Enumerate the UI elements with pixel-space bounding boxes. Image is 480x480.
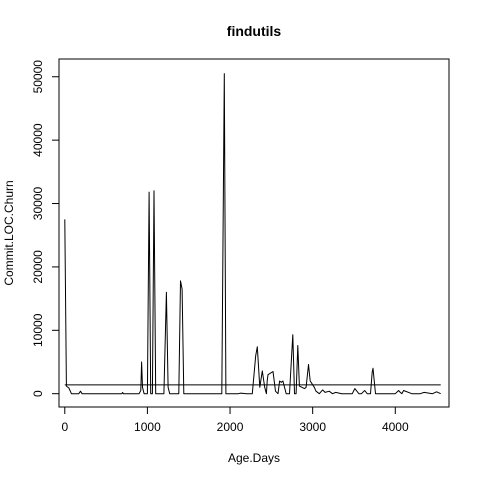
x-axis-label: Age.Days xyxy=(228,451,280,465)
x-axis: 0 1000 2000 3000 4000 xyxy=(61,407,409,434)
y-axis: 0 10000 20000 30000 40000 50000 xyxy=(31,60,59,397)
x-tick-label: 2000 xyxy=(217,420,244,434)
x-tick-label: 4000 xyxy=(382,420,409,434)
chart-title: findutils xyxy=(227,23,282,39)
plot-area xyxy=(65,74,441,394)
x-tick-label: 0 xyxy=(61,420,68,434)
y-tick-label: 10000 xyxy=(31,313,45,347)
x-tick-label: 1000 xyxy=(134,420,161,434)
y-tick-label: 30000 xyxy=(31,187,45,221)
series-line xyxy=(65,74,441,394)
plot-frame xyxy=(59,59,449,407)
y-tick-label: 40000 xyxy=(31,123,45,157)
y-tick-label: 0 xyxy=(31,390,45,397)
y-tick-label: 20000 xyxy=(31,250,45,284)
y-axis-label: Commit.LOC.Churn xyxy=(2,180,16,285)
x-tick-label: 3000 xyxy=(299,420,326,434)
y-tick-label: 50000 xyxy=(31,60,45,94)
